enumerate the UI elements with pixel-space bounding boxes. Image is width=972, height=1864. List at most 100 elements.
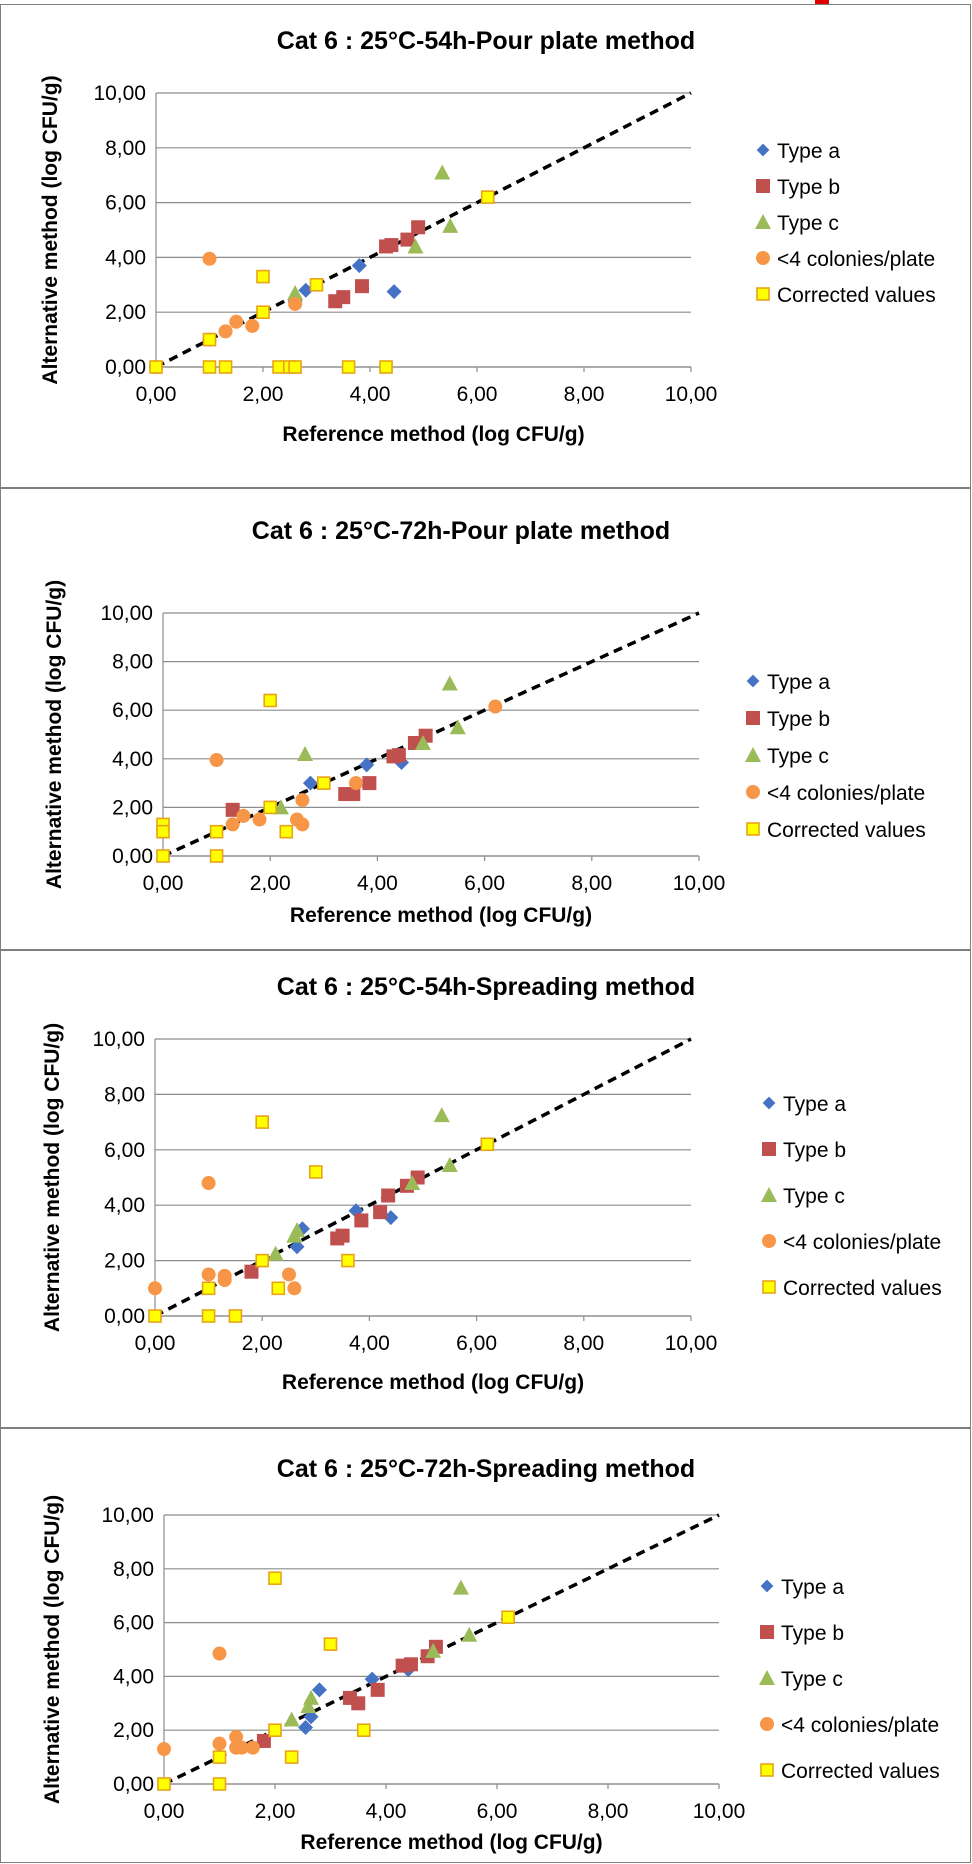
data-point-type-a — [298, 1720, 314, 1736]
cropped-red-text-fragment — [815, 0, 829, 6]
x-tick-label: 0,00 — [136, 383, 177, 406]
x-tick-label: 8,00 — [571, 872, 612, 895]
data-point-type-b — [391, 748, 406, 763]
data-point-corrected-values — [309, 277, 324, 292]
data-point-corrected-values — [255, 1115, 269, 1129]
data-point-type-b — [256, 1733, 271, 1748]
data-point-corrected-values — [212, 1750, 227, 1764]
data-point-type-b — [354, 1213, 369, 1228]
data-point-corrected-values — [288, 360, 302, 374]
data-point-type-b — [411, 220, 426, 235]
chart-panel-2: Cat 6 : 25°C-72h-Pour plate method 0,00 2,… — [0, 488, 971, 950]
legend-label: <4 colonies/plate — [777, 248, 935, 271]
data-point-corrected-values — [212, 1777, 227, 1791]
legend-label: Corrected values — [783, 1277, 942, 1300]
legend-marker-4-colonies-plate — [756, 251, 770, 265]
y-tick-label: 10,00 — [101, 1504, 154, 1527]
y-tick-label: 2,00 — [112, 796, 153, 819]
data-point-type-c — [461, 1626, 478, 1642]
x-tick-label: 10,00 — [665, 1332, 718, 1355]
y-tick-label: 2,00 — [105, 301, 146, 324]
data-point-type-b — [244, 1264, 259, 1279]
x-tick-label: 4,00 — [349, 1332, 390, 1355]
data-point-type-b — [336, 290, 351, 305]
data-point-corrected-values — [268, 1571, 282, 1586]
x-axis-title: Reference method (log CFU/g) — [282, 423, 584, 446]
data-point-4-colonies-plate — [201, 1267, 216, 1282]
identity-dashed-line — [162, 611, 700, 858]
x-tick-label: 8,00 — [563, 1332, 604, 1355]
legend-label: Type c — [767, 745, 829, 768]
x-tick-label: 0,00 — [144, 1800, 185, 1823]
data-point-4-colonies-plate — [288, 296, 303, 311]
data-point-type-c — [267, 1245, 284, 1261]
legend-marker-type-b — [762, 1142, 776, 1156]
y-tick-label: 4,00 — [113, 1665, 154, 1688]
y-tick-label: 10,00 — [92, 1028, 145, 1051]
data-point-type-b — [384, 238, 399, 253]
data-point-type-a — [364, 1671, 380, 1687]
legend-label: Corrected values — [767, 819, 926, 842]
data-point-4-colonies-plate — [229, 314, 244, 329]
legend-marker-4-colonies-plate — [746, 785, 760, 799]
x-tick-label: 8,00 — [564, 383, 605, 406]
x-tick-label: 6,00 — [477, 1800, 518, 1823]
x-tick-label: 4,00 — [350, 383, 391, 406]
x-tick-label: 2,00 — [255, 1800, 296, 1823]
legend-label: Type a — [777, 140, 840, 163]
data-point-corrected-values — [323, 1637, 338, 1651]
data-point-4-colonies-plate — [209, 753, 224, 768]
data-point-type-c — [433, 1107, 450, 1123]
data-point-4-colonies-plate — [287, 1281, 302, 1296]
data-point-type-c — [289, 1222, 306, 1238]
y-tick-label: 0,00 — [112, 845, 153, 868]
data-point-type-a — [303, 1709, 319, 1725]
data-point-type-c — [434, 164, 451, 180]
data-point-type-b — [370, 1682, 385, 1697]
data-point-4-colonies-plate — [245, 1740, 260, 1755]
x-axis-title: Reference method (log CFU/g) — [290, 904, 592, 927]
data-point-type-c — [441, 1157, 458, 1173]
y-tick-label: 2,00 — [113, 1719, 154, 1742]
y-tick-label: 2,00 — [104, 1250, 145, 1273]
data-point-4-colonies-plate — [295, 817, 310, 832]
data-point-type-c — [441, 675, 458, 691]
x-tick-label: 6,00 — [456, 1332, 497, 1355]
legend-label: Type c — [781, 1668, 843, 1691]
data-point-corrected-values — [218, 360, 233, 374]
data-point-corrected-values — [268, 1723, 282, 1738]
data-point-type-a — [311, 1682, 327, 1698]
data-point-type-a — [386, 284, 402, 300]
legend-marker-type-c — [745, 747, 761, 762]
data-point-type-b — [403, 1657, 418, 1672]
data-point-corrected-values — [201, 1281, 216, 1296]
y-axis-title: Alternative method (log CFU/g) — [39, 75, 62, 384]
data-point-corrected-values — [308, 1165, 323, 1179]
chart-title: Cat 6 : 25°C-72h-Pour plate method — [252, 517, 670, 545]
data-point-4-colonies-plate — [202, 251, 217, 266]
data-point-type-c — [283, 1711, 300, 1727]
legend-marker-type-b — [756, 179, 770, 193]
x-tick-label: 2,00 — [250, 872, 291, 895]
data-point-4-colonies-plate — [212, 1646, 227, 1661]
y-tick-label: 0,00 — [113, 1773, 154, 1796]
chart-title: Cat 6 : 25°C-54h-Spreading method — [277, 973, 695, 1001]
legend-label: <4 colonies/plate — [781, 1714, 939, 1737]
data-point-type-a — [359, 757, 375, 773]
data-point-4-colonies-plate — [236, 808, 251, 823]
legend-marker-corrected-values — [756, 287, 770, 301]
data-point-4-colonies-plate — [245, 318, 260, 333]
legend-label: Corrected values — [781, 1760, 940, 1783]
data-point-4-colonies-plate — [488, 699, 503, 714]
y-axis-title: Alternative method (log CFU/g) — [41, 1023, 64, 1332]
data-point-type-c — [297, 745, 314, 761]
x-tick-label: 10,00 — [693, 1800, 746, 1823]
data-point-corrected-values — [256, 269, 270, 284]
y-tick-label: 8,00 — [104, 1083, 145, 1106]
data-point-4-colonies-plate — [229, 1729, 244, 1744]
legend-marker-type-a — [746, 674, 760, 688]
x-tick-label: 10,00 — [665, 383, 718, 406]
y-tick-label: 6,00 — [104, 1139, 145, 1162]
x-tick-label: 6,00 — [464, 872, 505, 895]
legend-label: Type a — [767, 671, 830, 694]
